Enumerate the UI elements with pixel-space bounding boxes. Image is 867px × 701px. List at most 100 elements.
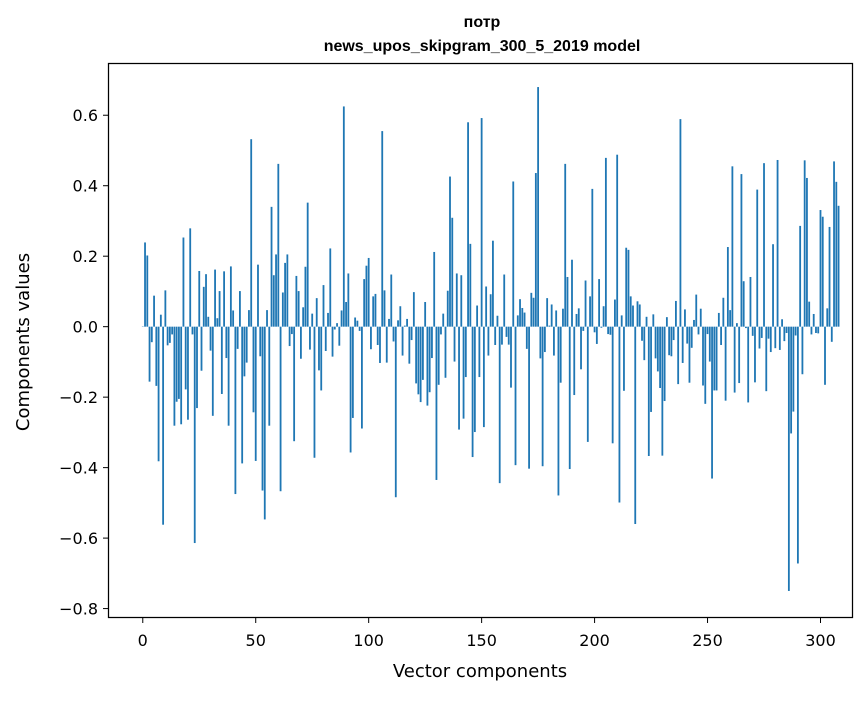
bar — [230, 266, 232, 326]
bar — [286, 254, 288, 326]
bar — [347, 273, 349, 326]
bar — [589, 296, 591, 326]
bar — [702, 327, 704, 386]
bar — [379, 327, 381, 363]
bar — [481, 118, 483, 327]
bar — [352, 327, 354, 418]
bar — [596, 327, 598, 344]
bar — [194, 327, 196, 543]
bar — [829, 227, 831, 327]
bar — [811, 327, 813, 335]
bar — [474, 327, 476, 432]
x-tick-label: 150 — [466, 631, 497, 650]
bar — [207, 317, 209, 327]
bar — [356, 321, 358, 327]
bar — [300, 327, 302, 359]
bar — [713, 327, 715, 391]
bar — [338, 327, 340, 346]
bar — [232, 310, 234, 326]
bar — [411, 327, 413, 340]
bar — [722, 298, 724, 327]
bar — [743, 281, 745, 326]
bar — [442, 314, 444, 327]
bar — [652, 314, 654, 326]
bar — [361, 327, 363, 429]
bar — [779, 327, 781, 350]
bar — [677, 327, 679, 384]
bar — [600, 327, 602, 328]
bar — [632, 306, 634, 327]
bar — [244, 327, 246, 377]
bar — [255, 327, 257, 461]
bar — [363, 279, 365, 327]
bar — [314, 327, 316, 458]
bar — [659, 327, 661, 388]
bar — [551, 304, 553, 326]
bar — [417, 327, 419, 395]
bar — [806, 178, 808, 327]
bar — [544, 327, 546, 352]
bar — [623, 327, 625, 391]
bar — [641, 327, 643, 341]
bar — [682, 327, 684, 363]
bar — [332, 327, 334, 357]
bar — [675, 301, 677, 327]
y-tick-label: −0.6 — [59, 529, 98, 548]
y-tick-label: 0.4 — [73, 177, 98, 196]
bar — [160, 315, 162, 327]
bar — [458, 327, 460, 430]
bar — [650, 327, 652, 412]
bar — [264, 327, 266, 520]
bar — [689, 327, 691, 383]
bar — [664, 327, 666, 401]
bar — [370, 327, 372, 350]
bar — [582, 327, 584, 331]
bar — [420, 327, 422, 402]
bar — [323, 285, 325, 327]
bar — [736, 323, 738, 327]
bar — [295, 276, 297, 327]
bar — [424, 302, 426, 327]
bar — [277, 164, 279, 327]
bar — [404, 326, 406, 327]
bar — [465, 327, 467, 377]
bar — [307, 203, 309, 327]
bar — [826, 308, 828, 326]
bar — [302, 307, 304, 326]
bar — [305, 267, 307, 327]
bar — [628, 250, 630, 327]
bar — [616, 155, 618, 327]
bar — [725, 327, 727, 401]
bar — [431, 327, 433, 358]
bar — [146, 255, 148, 326]
x-tick-label: 250 — [692, 631, 723, 650]
bar — [438, 327, 440, 385]
x-tick-label: 200 — [579, 631, 610, 650]
bar — [792, 327, 794, 412]
bar — [838, 206, 840, 327]
bar — [585, 281, 587, 327]
bar — [354, 318, 356, 327]
bar — [686, 327, 688, 344]
bar — [422, 327, 424, 380]
bar — [777, 160, 779, 327]
bar — [567, 277, 569, 327]
bar — [282, 292, 284, 326]
bar — [408, 327, 410, 364]
bar — [517, 315, 519, 326]
bar — [467, 122, 469, 326]
bar — [203, 287, 205, 327]
bar — [359, 327, 361, 331]
bar — [607, 327, 609, 334]
bar — [280, 327, 282, 492]
bar — [655, 327, 657, 359]
bar — [334, 327, 336, 330]
bar — [345, 302, 347, 327]
bar — [820, 210, 822, 327]
bar — [268, 327, 270, 426]
bar — [598, 279, 600, 327]
bar — [562, 309, 564, 327]
bar — [478, 327, 480, 377]
bar — [289, 327, 291, 346]
